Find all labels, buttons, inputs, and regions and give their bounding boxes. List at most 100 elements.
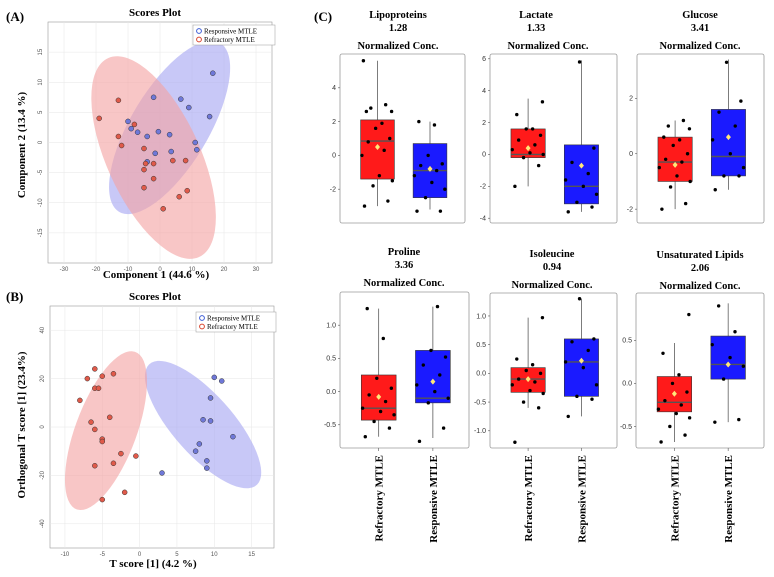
point-responsive: [446, 396, 450, 400]
x-tick-label: -30: [60, 267, 69, 273]
point-refractory: [378, 409, 383, 414]
y-tick-label: 0.0: [476, 371, 486, 378]
x-tick-label: 5: [175, 552, 179, 558]
point-refractory: [141, 145, 147, 152]
y-tick-label: 0.5: [476, 342, 486, 349]
point-refractory: [533, 380, 537, 384]
point-refractory: [670, 381, 675, 386]
point-refractory: [513, 440, 517, 444]
point-responsive: [434, 168, 439, 173]
point-refractory: [513, 184, 517, 189]
point-responsive: [577, 60, 582, 64]
scatter-b-legend: Responsive MTLE Refractory MTLE: [195, 311, 277, 333]
mean-marker-responsive: [578, 357, 584, 364]
scatter-plot-a: -30 -20 -10 0 10 20 30 -15 -10 -5 0 5 10 15 Scores Pl…: [16, 7, 276, 281]
point-responsive: [435, 304, 440, 309]
point-responsive: [724, 60, 729, 65]
point-responsive: [166, 131, 173, 138]
scatter-b-xlabel: T score [1] (4.2 %): [109, 558, 197, 570]
plot-area: -10 -5 0 5 10 15 -40 -20 0 20 40: [40, 305, 275, 558]
category-label-responsive: Responsive MTLE: [428, 455, 440, 543]
point-refractory: [671, 143, 675, 148]
y-tick-label: -10: [38, 198, 44, 207]
point-refractory: [142, 160, 149, 167]
ellipse-responsive: [144, 360, 262, 489]
point-responsive: [415, 209, 419, 213]
point-refractory: [382, 148, 386, 153]
y-tick-label: 0.5: [622, 338, 632, 345]
y-tick-label: 6: [482, 56, 486, 63]
point-responsive: [417, 119, 421, 124]
y-tick-label: 20: [40, 375, 46, 382]
point-responsive: [741, 364, 746, 368]
point-responsive: [441, 426, 446, 430]
point-responsive: [590, 205, 594, 209]
point-responsive: [594, 192, 599, 197]
legend-marker-responsive: [199, 315, 205, 321]
point-refractory: [150, 160, 157, 167]
box-responsive: [710, 109, 746, 177]
point-responsive: [717, 110, 721, 114]
boxplot-proline: Proline 3.36 Normalized Conc. -0.5 0.0 0.5…: [324, 247, 470, 543]
point-responsive: [570, 340, 574, 344]
ellipse-refractory: [91, 56, 216, 259]
point-responsive: [570, 160, 574, 165]
scatter-a-xlabel: Component 1 (44.6 %): [103, 269, 210, 281]
point-responsive: [426, 401, 430, 405]
point-refractory: [373, 126, 378, 131]
point-responsive: [417, 439, 422, 444]
point-responsive: [581, 184, 586, 189]
point-refractory: [683, 433, 687, 437]
point-responsive: [713, 420, 717, 424]
point-refractory: [521, 155, 526, 160]
category-label-refractory: Refractory MTLE: [523, 455, 535, 541]
y-tick-label: 0.5: [326, 356, 336, 363]
x-tick-label: -10: [61, 552, 70, 558]
y-tick-label: -0.5: [620, 424, 632, 431]
point-refractory: [524, 127, 528, 131]
boxplot-value: 3.36: [395, 260, 413, 271]
y-tick-label: 5: [38, 110, 44, 114]
point-responsive: [590, 397, 594, 401]
point-responsive: [432, 123, 437, 127]
point-refractory: [389, 109, 394, 114]
x-tick-label: -10: [124, 267, 133, 273]
point-refractory: [380, 121, 384, 125]
mean-marker-refractory: [525, 145, 531, 152]
point-refractory: [92, 366, 98, 372]
boxplot-subtitle: Normalized Conc.: [363, 278, 444, 289]
point-refractory: [530, 127, 535, 131]
legend-label-responsive: Responsive MTLE: [204, 28, 257, 36]
point-responsive: [716, 304, 721, 308]
point-refractory: [141, 184, 147, 191]
y-tick-label: 0: [482, 152, 486, 159]
point-responsive: [200, 416, 206, 423]
boxplot-value: 3.41: [691, 23, 709, 34]
point-responsive: [412, 173, 417, 178]
point-responsive: [218, 378, 225, 384]
point-responsive: [443, 187, 447, 191]
point-refractory: [141, 166, 147, 173]
category-label-refractory: Refractory MTLE: [374, 455, 386, 541]
point-responsive: [592, 337, 596, 341]
point-refractory: [668, 424, 672, 429]
box-refractory: [657, 136, 693, 182]
point-refractory: [541, 391, 545, 396]
point-refractory: [372, 419, 376, 424]
point-responsive: [192, 139, 198, 146]
point-responsive: [204, 465, 210, 471]
point-refractory: [528, 151, 532, 155]
point-refractory: [390, 179, 395, 183]
ellipse-refractory: [64, 351, 148, 511]
x-tick-label: 20: [221, 267, 228, 273]
point-refractory: [681, 118, 686, 123]
point-refractory: [99, 496, 106, 503]
box-refractory: [510, 128, 546, 158]
point-refractory: [184, 187, 190, 194]
point-responsive: [586, 171, 590, 176]
point-refractory: [668, 185, 673, 189]
point-refractory: [365, 306, 369, 311]
point-refractory: [110, 371, 117, 377]
point-refractory: [88, 419, 94, 425]
point-refractory: [533, 143, 537, 147]
